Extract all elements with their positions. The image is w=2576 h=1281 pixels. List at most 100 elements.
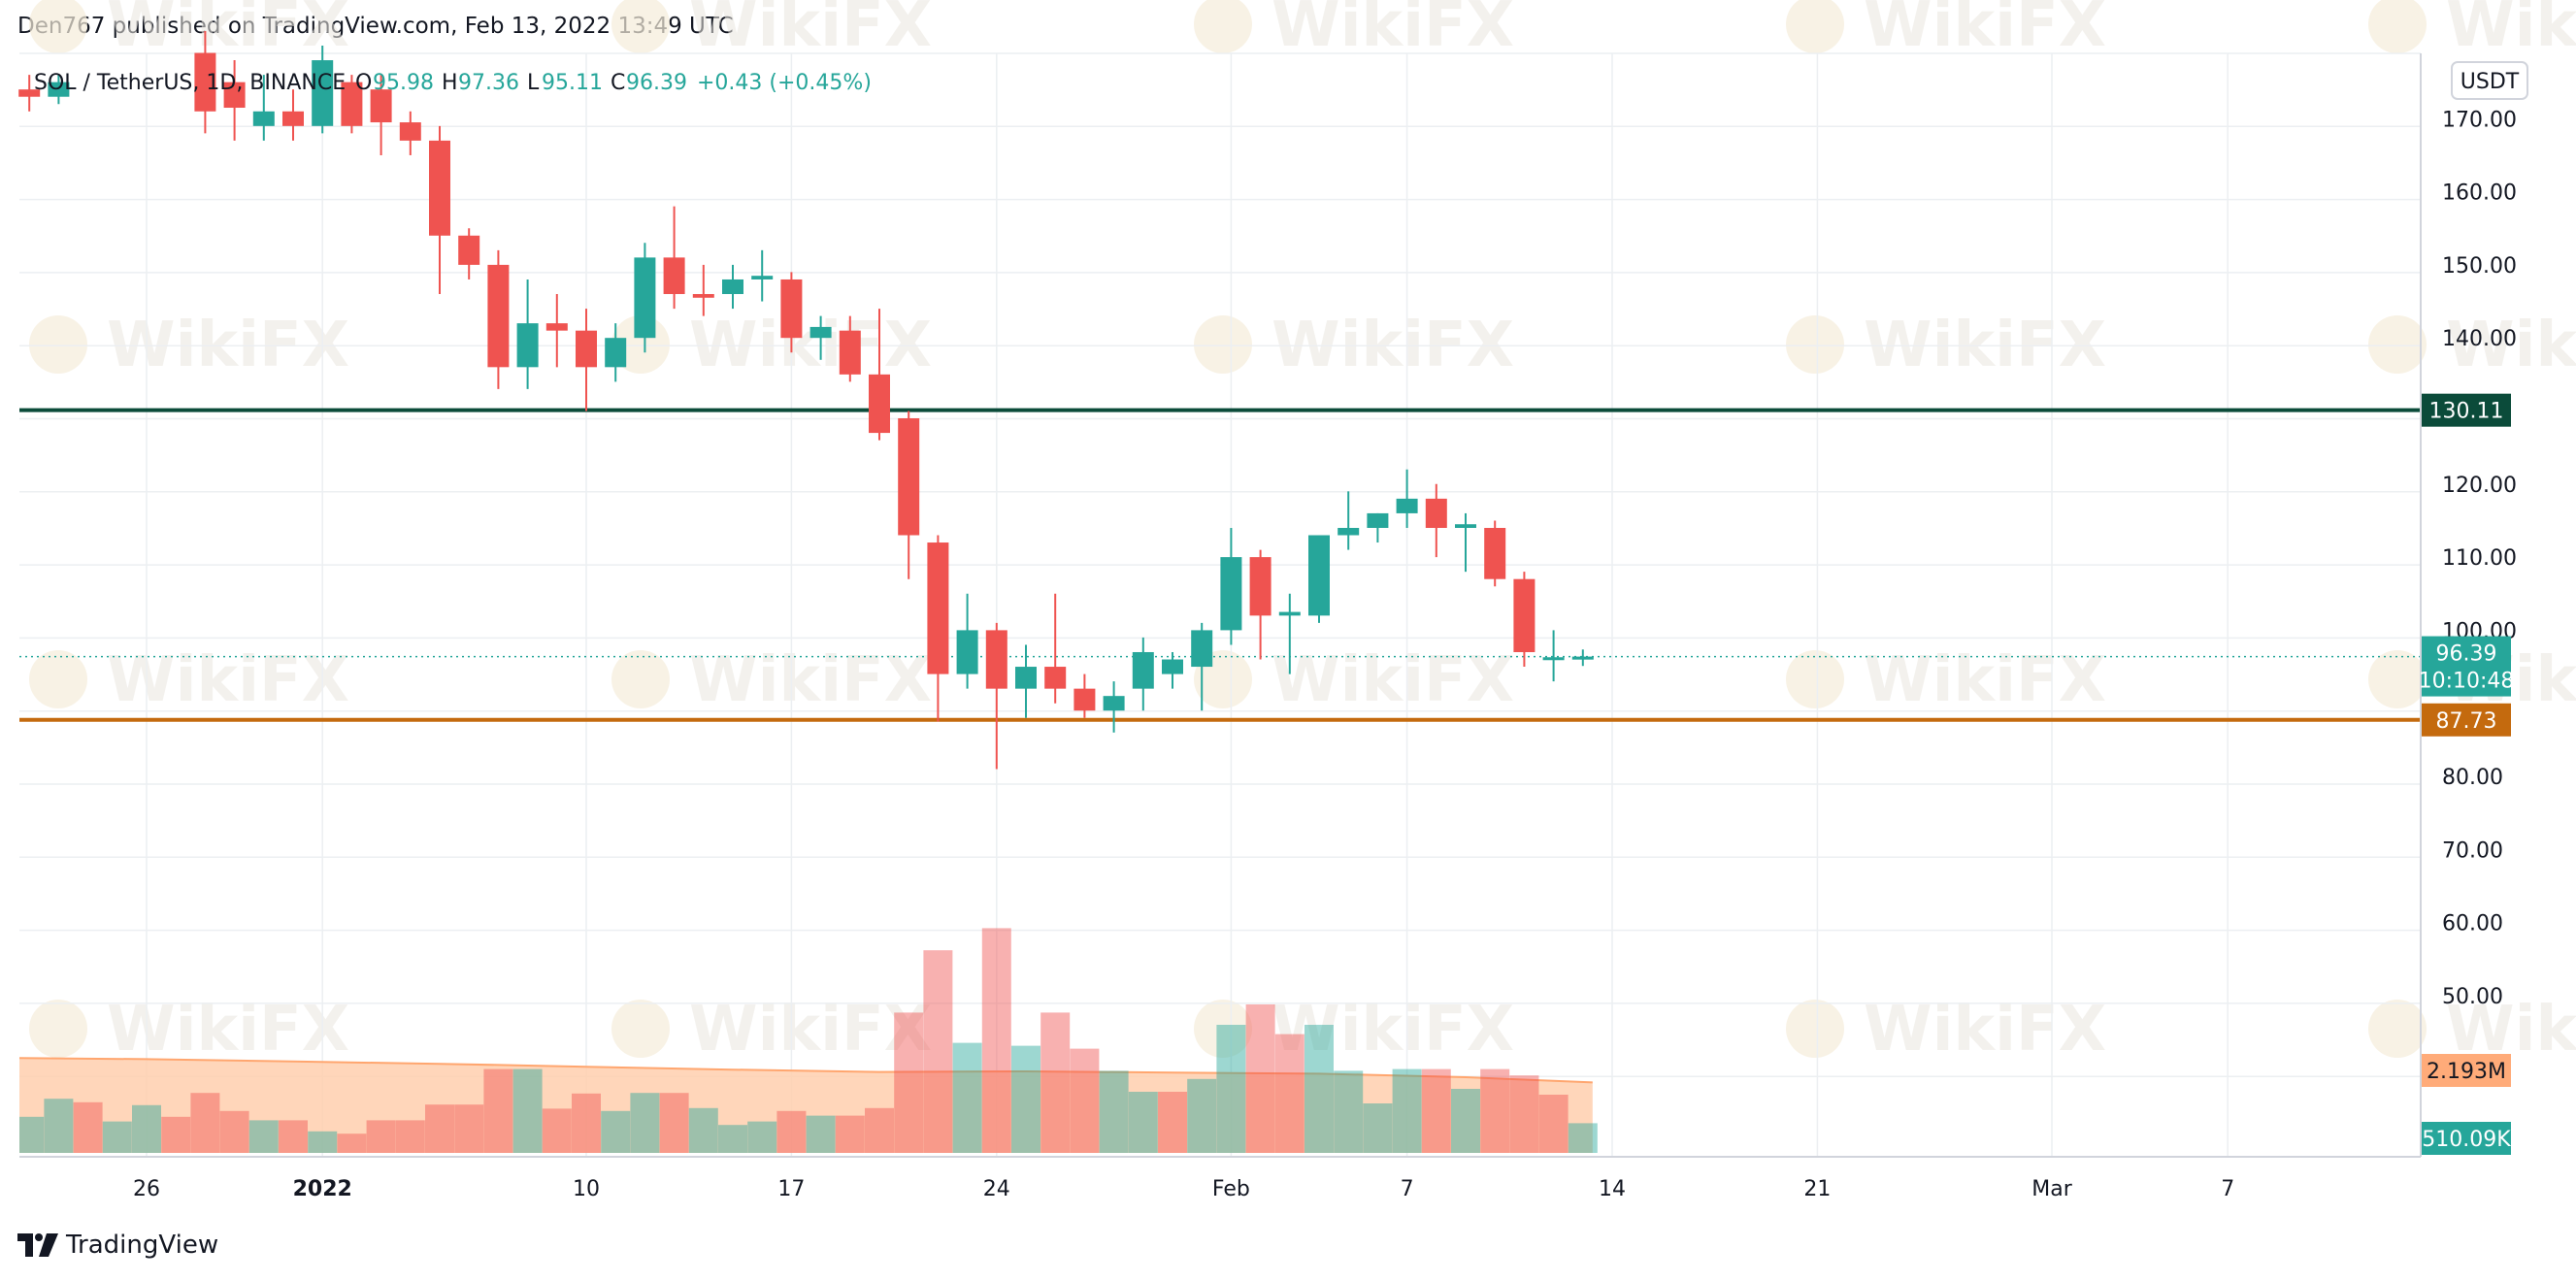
- legend-c-label: C: [611, 71, 625, 95]
- time-tick-label: 26: [133, 1177, 160, 1201]
- candle-body: [809, 326, 832, 339]
- watermark-text: WikiFX: [107, 994, 349, 1066]
- watermark-text: WikiFX: [1271, 994, 1514, 1066]
- watermark-text: WikiFX: [1864, 0, 2106, 61]
- candle-body: [927, 542, 949, 674]
- volume-bar: [1128, 1092, 1158, 1153]
- volume-bar: [483, 1068, 513, 1153]
- volume-bar: [1070, 1048, 1100, 1153]
- watermark-text: WikiFX: [689, 0, 932, 61]
- volume-ma-badge-label: 2.193M: [2427, 1060, 2506, 1084]
- volume-bar: [1363, 1103, 1393, 1153]
- candle-body: [458, 235, 480, 265]
- candle-body: [1191, 630, 1213, 668]
- candle-body: [370, 89, 392, 123]
- watermark-logo-icon: [2368, 650, 2427, 708]
- watermark-text: WikiFX: [1271, 644, 1514, 716]
- volume-bar: [1216, 1025, 1246, 1153]
- volume-bar: [19, 1116, 45, 1153]
- volume-bar: [425, 1104, 454, 1153]
- currency-selector[interactable]: USDT: [2451, 61, 2528, 100]
- volume-bar: [542, 1108, 572, 1153]
- candle-body: [282, 111, 304, 126]
- candle-body: [1249, 557, 1271, 616]
- candles: [18, 30, 1594, 770]
- candle-body: [1484, 527, 1506, 579]
- time-tick-label: Mar: [2031, 1177, 2072, 1201]
- volume-badge-bg: [2422, 1122, 2511, 1155]
- watermark-logo-icon: [29, 650, 87, 708]
- watermark-logo-icon: [1786, 1000, 1844, 1058]
- price-tick-label: 120.00: [2442, 474, 2517, 498]
- price-tick-label: 50.00: [2442, 985, 2503, 1009]
- legend-h-label: H: [442, 71, 458, 95]
- price-tick-label: 60.00: [2442, 912, 2503, 936]
- volume-bar: [601, 1110, 631, 1153]
- volume-bar: [747, 1121, 777, 1153]
- watermark-text: WikiFX: [1271, 0, 1514, 61]
- candle-body: [1103, 696, 1125, 711]
- candle-body: [1073, 688, 1096, 711]
- grid: [19, 52, 2421, 1157]
- watermark-text: WikiFX: [2446, 0, 2576, 61]
- price-tick-label: 170.00: [2442, 108, 2517, 132]
- candle-body: [516, 323, 539, 368]
- candle-body: [1425, 498, 1447, 528]
- volume-bar: [161, 1116, 191, 1153]
- watermark-layer: WikiFX WikiFX WikiFX WikiFX WikiFX WikiFX Wiki…: [29, 0, 2576, 1066]
- legend-c-value: 96.39: [626, 71, 687, 95]
- volume-bar: [630, 1093, 660, 1153]
- volume-bar: [102, 1121, 132, 1153]
- last-price-badge: 96.39 10:10:48: [2419, 636, 2514, 697]
- candle-body: [487, 264, 510, 368]
- volume-bar: [1538, 1095, 1569, 1153]
- legend-o-value: 95.98: [373, 71, 434, 95]
- legend-h-value: 97.36: [458, 71, 519, 95]
- candle-body: [1396, 498, 1418, 513]
- volume-bar: [1158, 1092, 1187, 1153]
- volume-ma-badge: 2.193M: [2422, 1054, 2511, 1087]
- candle-body: [1278, 611, 1301, 616]
- time-tick-label: 21: [1803, 1177, 1831, 1201]
- watermark-logo-icon: [1786, 315, 1844, 374]
- volume-bar: [308, 1131, 338, 1153]
- candle-body: [898, 418, 920, 536]
- currency-badge[interactable]: USDT: [2460, 70, 2520, 94]
- watermark-text: WikiFX: [689, 994, 932, 1066]
- volume-bar: [512, 1068, 543, 1153]
- price-tick-label: 70.00: [2442, 838, 2503, 863]
- legend-change: +0.43 (+0.45%): [697, 71, 872, 95]
- price-tick-label: 110.00: [2442, 546, 2517, 571]
- price-tick-label: 160.00: [2442, 181, 2517, 206]
- watermark-logo-icon: [611, 650, 670, 708]
- volume-moving-average: [18, 1057, 1593, 1153]
- volume-bar: [688, 1107, 718, 1153]
- volume-bar: [454, 1104, 484, 1153]
- volume-bar: [806, 1115, 836, 1153]
- watermark-text: WikiFX: [2446, 994, 2576, 1066]
- candle-body: [1571, 656, 1594, 660]
- time-tick-label: 7: [1401, 1177, 1414, 1201]
- price-tick-label: 150.00: [2442, 254, 2517, 279]
- volume-badge: 510.09K: [2422, 1122, 2511, 1155]
- volume-bar: [981, 928, 1011, 1153]
- watermark-text: WikiFX: [1864, 644, 2106, 716]
- tradingview-brand[interactable]: TradingView: [17, 1231, 218, 1260]
- watermark-logo-icon: [1194, 1000, 1252, 1058]
- watermark-logo-icon: [29, 315, 87, 374]
- candle-body: [223, 82, 246, 109]
- tradingview-brand-text: TradingView: [66, 1231, 219, 1260]
- candle-body: [1044, 667, 1067, 689]
- legend: SOL / TetherUS, 1D, BINANCE O 95.98 H 97…: [34, 71, 872, 95]
- support-price-badge-bg: [2422, 703, 2511, 737]
- candle-body: [429, 140, 450, 236]
- resistance-price-badge: 130.11: [2422, 393, 2511, 427]
- candle-body: [1338, 527, 1360, 536]
- candle-body: [605, 338, 627, 368]
- horizontal-lines[interactable]: [19, 408, 2421, 722]
- volume-bar: [1187, 1078, 1217, 1153]
- candle-body: [545, 323, 568, 331]
- candle-body: [1220, 557, 1242, 631]
- watermark-logo-icon: [29, 1000, 87, 1058]
